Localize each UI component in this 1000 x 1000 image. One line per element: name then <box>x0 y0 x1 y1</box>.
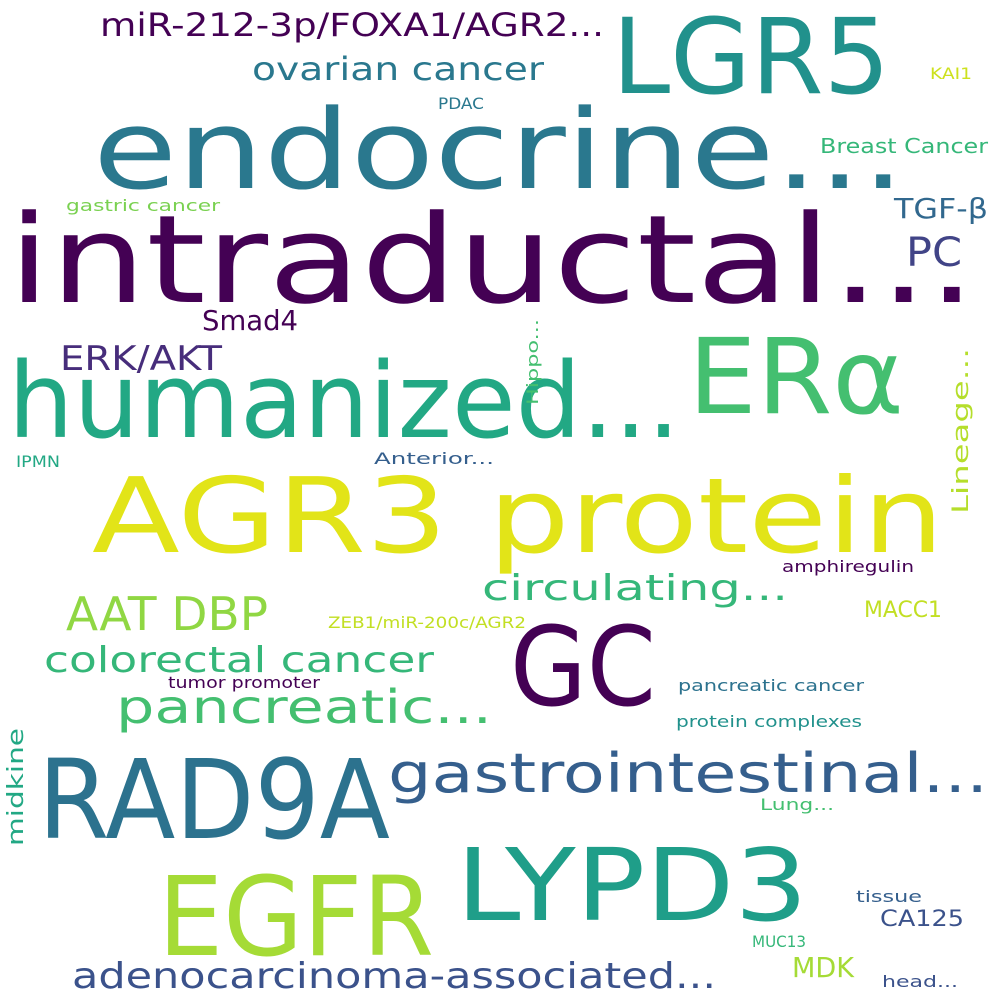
word-smad4: Smad4 <box>202 304 298 337</box>
word-humanized: humanized... <box>8 340 680 462</box>
word-protein-complexes: protein complexes <box>676 712 862 731</box>
word-breast-cancer: Breast Cancer <box>820 134 989 158</box>
word-rad9a: RAD9A <box>38 736 390 864</box>
word-mdk: MDK <box>792 951 855 984</box>
word-colorectal-cancer: colorectal cancer <box>44 640 434 681</box>
word-macc1: MACC1 <box>864 598 942 623</box>
word-pc: PC <box>906 230 962 276</box>
word-hippo: Hippo... <box>523 319 542 405</box>
word-tumor-promoter: tumor promoter <box>168 673 320 692</box>
word-tissue: tissue <box>856 887 922 906</box>
word-aat-dbp: AAT DBP <box>66 587 268 641</box>
word-adenocarcinoma-associated: adenocarcinoma-associated... <box>72 956 716 997</box>
word-lineage: Lineage... <box>949 348 974 514</box>
word-mir-212-3p-foxa1-agr2: miR-212-3p/FOXA1/AGR2... <box>100 6 604 44</box>
word-tgf-beta: TGF-β <box>893 192 988 225</box>
word-ipmn: IPMN <box>16 452 60 471</box>
word-lung: Lung... <box>760 795 834 814</box>
word-zeb1-mir-200c-agr2: ZEB1/miR-200c/AGR2 <box>328 613 526 632</box>
word-amphiregulin: amphiregulin <box>782 557 914 576</box>
word-head: head... <box>882 972 958 991</box>
word-muc13: MUC13 <box>752 932 806 951</box>
word-kai1: KAI1 <box>930 64 972 83</box>
word-pancreatic: pancreatic... <box>116 680 492 734</box>
word-egfr: EGFR <box>158 853 434 981</box>
word-erk-akt: ERK/AKT <box>60 339 222 379</box>
word-ovarian-cancer: ovarian cancer <box>252 50 545 88</box>
word-agr3-protein: AGR3 protein <box>92 455 944 577</box>
word-ca125: CA125 <box>880 907 964 932</box>
word-lgr5: LGR5 <box>612 0 890 118</box>
word-circulating: circulating... <box>482 568 788 609</box>
word-anterior: Anterior... <box>374 449 494 468</box>
word-pdac: PDAC <box>438 94 484 113</box>
word-er-alpha: ERα <box>688 316 904 438</box>
word-endocrine: endocrine... <box>93 86 905 214</box>
word-intraductal: intraductal... <box>8 189 976 331</box>
word-lypd3: LYPD3 <box>456 827 808 944</box>
word-gastrointestinal: gastrointestinal... <box>388 742 988 805</box>
word-midkine: midkine <box>4 728 29 846</box>
word-pancreatic-cancer: pancreatic cancer <box>678 676 865 695</box>
word-gastric-cancer: gastric cancer <box>66 196 221 215</box>
word-gc: GC <box>510 603 656 731</box>
